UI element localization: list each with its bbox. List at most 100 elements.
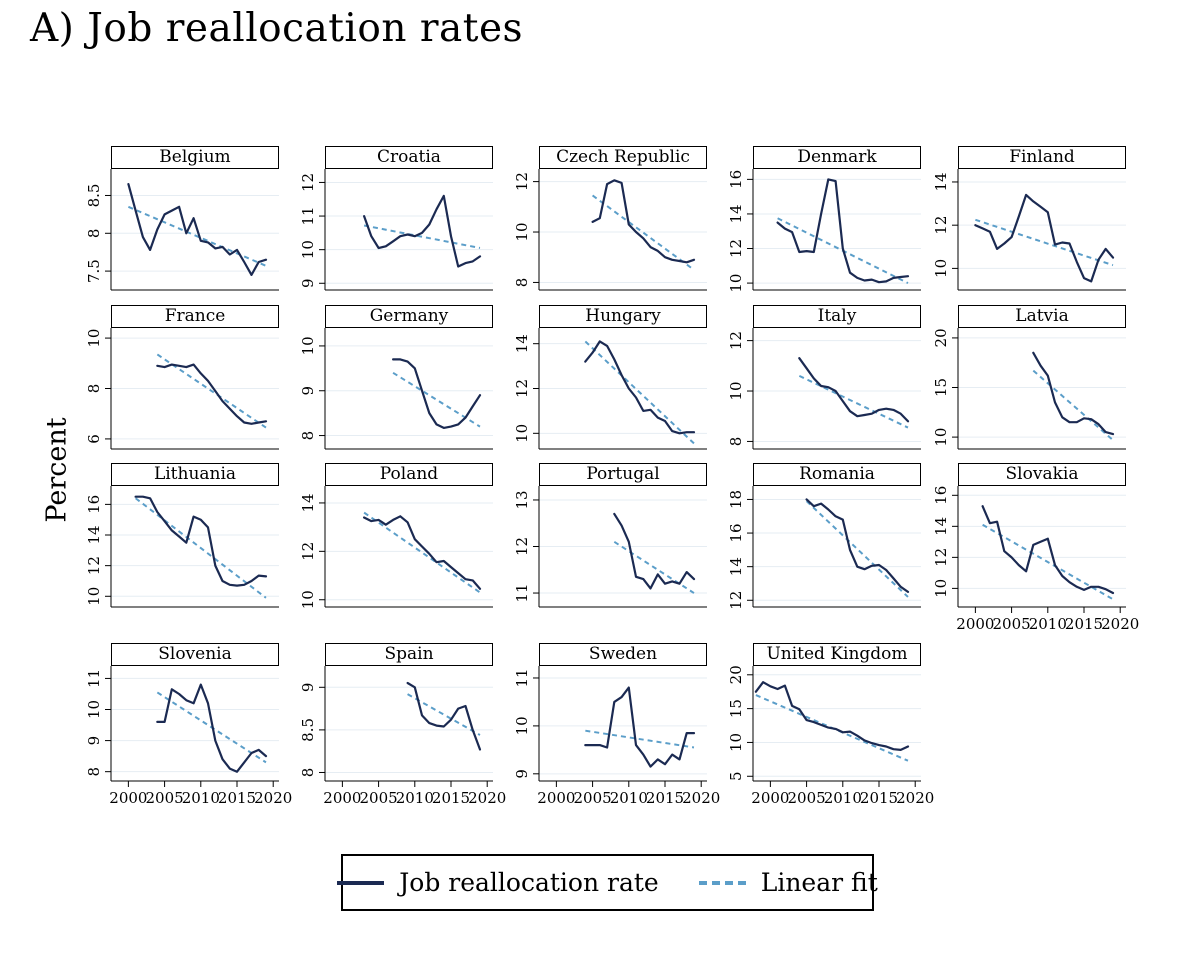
- trend-line: [1032, 369, 1114, 441]
- y-tick-label: 12: [85, 556, 103, 575]
- trend-line: [805, 500, 909, 598]
- x-tick-label: 2005: [145, 789, 183, 807]
- panel-spain: Spain 8 8.5 9 2000 2005 2010 2015 2020: [279, 643, 506, 808]
- panel-title: Poland: [325, 463, 493, 486]
- y-tick-label: 7.5: [85, 259, 103, 283]
- panel-denmark: Denmark 10 12 14 16: [707, 146, 921, 296]
- series-line: [584, 686, 696, 768]
- panel-hungary: Hungary 10 12 14: [493, 305, 707, 455]
- series-line: [1032, 351, 1115, 436]
- panel-plot: 8 10 12: [513, 169, 707, 291]
- panel-title: United Kingdom: [753, 643, 921, 666]
- y-tick-label: 10: [85, 329, 103, 348]
- y-tick-label: 12: [513, 379, 531, 398]
- y-tick-label: 10: [299, 240, 317, 259]
- series-line: [591, 179, 696, 264]
- panel-title: Italy: [753, 305, 921, 328]
- y-tick-label: 14: [299, 493, 317, 512]
- panel-plot: 10 12 14 16: [727, 169, 921, 293]
- panel-plot: 10 12 14: [299, 486, 493, 609]
- panel-plot: 11 12 13: [513, 486, 707, 608]
- y-tick-label: 11: [299, 207, 317, 226]
- legend-label-trend: Linear fit: [760, 868, 878, 897]
- y-tick-label: 11: [513, 583, 531, 602]
- series-line: [391, 358, 482, 430]
- panel-title: Belgium: [111, 146, 279, 169]
- panel-germany: Germany 8 9 10: [279, 305, 493, 455]
- y-tick-label: 12: [299, 542, 317, 561]
- y-tick-label: 12: [299, 173, 317, 192]
- series-line: [362, 515, 482, 590]
- trend-line: [585, 729, 695, 749]
- y-tick-label: 6: [85, 434, 103, 444]
- x-tick-label: 2010: [182, 789, 220, 807]
- panel-united-kingdom: United Kingdom 5 10 15 20 2000 2005 2010 2015 202…: [707, 643, 934, 808]
- trend-line: [156, 353, 267, 429]
- y-tick-label: 8.5: [299, 718, 317, 742]
- panel-italy: Italy 8 10 12: [707, 305, 921, 455]
- y-tick-label: 16: [727, 524, 745, 543]
- y-tick-label: 8: [727, 437, 745, 447]
- series-line: [613, 512, 696, 590]
- y-tick-label: 10: [727, 274, 745, 293]
- x-tick-label: 2015: [646, 789, 684, 807]
- panel-plot: 12 14 16 18: [727, 486, 921, 610]
- y-tick-label: 14: [513, 334, 531, 353]
- series-line: [981, 505, 1115, 595]
- y-tick-label: 10: [513, 716, 531, 735]
- trend-line: [584, 340, 695, 445]
- panel-plot: 9 10 11 12: [299, 169, 493, 291]
- y-tick-label: 16: [85, 495, 103, 514]
- panel-title: Slovakia: [958, 463, 1126, 486]
- panel-czech-republic: Czech Republic 8 10 12: [493, 146, 707, 296]
- y-tick-label: 16: [932, 486, 950, 505]
- y-tick-label: 12: [727, 239, 745, 258]
- x-tick-label: 2020: [468, 789, 506, 807]
- x-tick-label: 2010: [610, 789, 648, 807]
- trend-line: [591, 194, 695, 271]
- panel-slovakia: Slovakia 10 12 14 16 2000 2005 2010 2015 2020: [912, 463, 1139, 634]
- legend: Job reallocation rate Linear fit: [337, 854, 878, 911]
- x-tick-label: 2020: [896, 789, 934, 807]
- panel-title: Latvia: [958, 305, 1126, 328]
- legend-label-series: Job reallocation rate: [399, 868, 659, 897]
- trend-line: [407, 693, 481, 736]
- panel-finland: Finland 10 12 14: [912, 146, 1126, 296]
- series-line: [798, 357, 910, 423]
- panel-title: Hungary: [539, 305, 707, 328]
- panel-title: Sweden: [539, 643, 707, 666]
- y-tick-label: 9: [85, 736, 103, 746]
- solid-line-sample-icon: [337, 880, 385, 885]
- trend-line: [363, 224, 481, 249]
- y-tick-label: 8: [513, 278, 531, 288]
- y-tick-label: 11: [513, 668, 531, 687]
- y-tick-label: 9: [299, 386, 317, 396]
- trend-line: [613, 541, 695, 594]
- x-tick-label: 2000: [751, 789, 789, 807]
- y-tick-label: 8: [299, 768, 317, 778]
- panel-plot: 7.5 8 8.5: [85, 169, 279, 291]
- series-line: [805, 498, 910, 594]
- y-tick-label: 8: [85, 767, 103, 777]
- trend-line: [982, 523, 1114, 601]
- x-tick-label: 2000: [109, 789, 147, 807]
- panel-title: Slovenia: [111, 643, 279, 666]
- series-line: [406, 681, 482, 751]
- x-tick-label: 2020: [254, 789, 292, 807]
- panel-title: Spain: [325, 643, 493, 666]
- y-tick-label: 8.5: [85, 184, 103, 208]
- y-tick-label: 20: [932, 328, 950, 347]
- y-tick-label: 12: [727, 591, 745, 610]
- y-tick-label: 9: [299, 279, 317, 289]
- y-tick-label: 14: [932, 172, 950, 191]
- y-tick-label: 12: [513, 172, 531, 191]
- series-line: [134, 495, 268, 587]
- panel-title: France: [111, 305, 279, 328]
- x-tick-label: 2000: [537, 789, 575, 807]
